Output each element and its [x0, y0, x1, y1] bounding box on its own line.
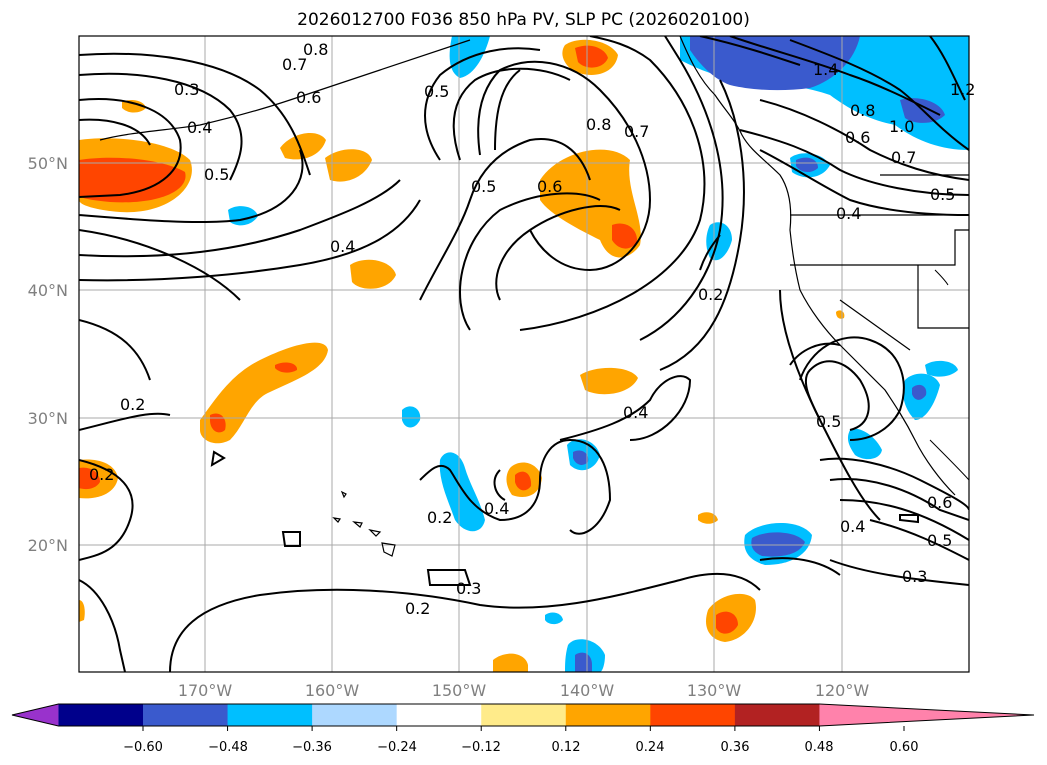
contour-label: 0.5: [816, 412, 841, 431]
contour-label: 0.3: [174, 80, 199, 99]
pv-shading-layer: [79, 36, 969, 672]
positive-pv-patches: [79, 39, 845, 672]
lat-label: 30°N: [28, 409, 68, 428]
colorbar-segment: [396, 704, 482, 726]
colorbar-segment: [227, 704, 313, 726]
colorbar: [11, 703, 1035, 731]
colorbar-segment: [143, 704, 229, 726]
contour-label: 0.8: [586, 115, 611, 134]
lon-label: 130°W: [687, 681, 742, 700]
contour-label: 0.2: [427, 508, 452, 527]
colorbar-tick-label: −0.36: [292, 740, 332, 755]
colorbar-segment: [650, 704, 736, 726]
contour-label: 0.3: [456, 579, 481, 598]
lat-label: 50°N: [28, 154, 68, 173]
colorbar-ticks: −0.60 −0.48 −0.36 −0.24 −0.12 0.12 0.24 …: [123, 740, 918, 755]
colorbar-tick-label: 0.12: [552, 740, 581, 755]
colorbar-extend-min: [12, 704, 59, 726]
contour-label: 0.2: [120, 395, 145, 414]
slp-contours: [79, 36, 969, 672]
colorbar-segment: [312, 704, 398, 726]
contour-label: 0.6: [927, 493, 952, 512]
contour-label: 0.5: [930, 185, 955, 204]
contour-label: 1.0: [889, 117, 914, 136]
contour-label: 0.2: [89, 465, 114, 484]
contour-label: 0.2: [698, 285, 723, 304]
colorbar-tick-label: 0.48: [805, 740, 834, 755]
map-area: [79, 36, 969, 672]
contour-label: 1.2: [950, 80, 975, 99]
contour-label: 0.4: [836, 204, 861, 223]
colorbar-tick-label: 0.24: [636, 740, 665, 755]
lon-label: 140°W: [560, 681, 615, 700]
contour-label: 0.5: [927, 531, 952, 550]
colorbar-extend-max: [819, 704, 1034, 726]
longitude-labels: 170°W 160°W 150°W 140°W 130°W 120°W: [178, 681, 870, 700]
contour-label: 0.2: [405, 599, 430, 618]
contour-labels: 0.8 0.7 0.6 0.3 0.4 0.5 0.5 0.8 0.7 0.5 …: [89, 40, 975, 618]
colorbar-outline: [11, 703, 1035, 727]
colorbar-segment: [58, 704, 144, 726]
map-border: [78, 35, 970, 673]
contour-label: 0.6: [845, 128, 870, 147]
map-title: 2026012700 F036 850 hPa PV, SLP PC (2026…: [297, 10, 750, 30]
gridlines: [79, 36, 969, 672]
colorbar-segment: [481, 704, 567, 726]
contour-label: 0.4: [187, 118, 212, 137]
lon-label: 120°W: [815, 681, 870, 700]
hawaii-islands: [332, 490, 396, 557]
contour-label: 0.6: [537, 177, 562, 196]
lon-label: 170°W: [178, 681, 233, 700]
contour-label: 0.7: [891, 148, 916, 167]
contour-label: 0.8: [850, 101, 875, 120]
coastlines: [99, 36, 969, 496]
colorbar-segment: [734, 704, 820, 726]
contour-label: 0.5: [424, 82, 449, 101]
contour-label: 0.6: [296, 88, 321, 107]
latitude-labels: 50°N 40°N 30°N 20°N: [28, 154, 68, 555]
contour-label: 0.5: [204, 165, 229, 184]
contour-label: 1.4: [813, 60, 838, 79]
colorbar-tick-label: 0.36: [721, 740, 750, 755]
colorbar-tick-label: −0.12: [461, 740, 501, 755]
colorbar-tick-label: −0.24: [377, 740, 417, 755]
contour-label: 0.8: [303, 40, 328, 59]
contour-label: 0.4: [484, 499, 509, 518]
contour-label: 0.4: [330, 237, 355, 256]
contour-label: 0.4: [623, 403, 648, 422]
colorbar-tick-label: −0.60: [123, 740, 163, 755]
contour-label: 0.5: [471, 177, 496, 196]
lon-label: 160°W: [305, 681, 360, 700]
lat-label: 40°N: [28, 281, 68, 300]
contour-label: 0.7: [282, 55, 307, 74]
colorbar-tick-label: 0.60: [890, 740, 919, 755]
colorbar-tick-label: −0.48: [208, 740, 248, 755]
lon-label: 150°W: [432, 681, 487, 700]
colorbar-segment: [565, 704, 651, 726]
contour-label: 0.4: [840, 517, 865, 536]
lat-label: 20°N: [28, 536, 68, 555]
contour-label: 0.7: [624, 122, 649, 141]
contour-label: 0.3: [902, 567, 927, 586]
